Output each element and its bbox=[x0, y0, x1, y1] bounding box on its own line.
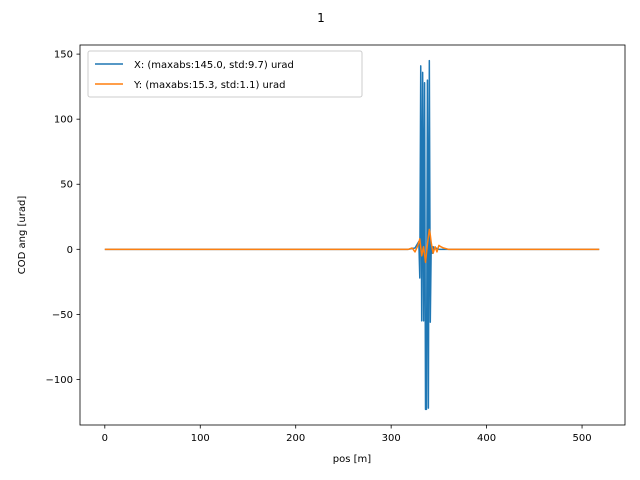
legend-label-x: X: (maxabs:145.0, std:9.7) urad bbox=[134, 60, 294, 71]
legend: X: (maxabs:145.0, std:9.7) urad Y: (maxa… bbox=[87, 50, 363, 98]
x-axis-ticks: 0 100 200 300 400 500 bbox=[102, 425, 592, 444]
chart-title: 1 bbox=[317, 11, 325, 25]
y-tick-label: 50 bbox=[60, 180, 73, 191]
y-axis-ticks: −100 −50 0 50 100 150 bbox=[46, 50, 80, 386]
y-tick-label: 100 bbox=[54, 115, 73, 126]
y-tick-label: −50 bbox=[52, 310, 73, 321]
series-line-1 bbox=[104, 228, 600, 264]
axes-frame bbox=[79, 44, 626, 426]
legend-frame bbox=[87, 50, 363, 98]
series-layer bbox=[104, 59, 600, 411]
plot-area bbox=[79, 44, 626, 426]
y-tick-label: −100 bbox=[46, 375, 73, 386]
y-axis-label: COD ang [urad] bbox=[17, 196, 28, 275]
legend-label-y: Y: (maxabs:15.3, std:1.1) urad bbox=[133, 80, 285, 91]
x-tick-label: 500 bbox=[573, 433, 592, 444]
y-tick-label: 150 bbox=[54, 50, 73, 61]
y-tick-label: 0 bbox=[67, 245, 73, 256]
x-axis-label: pos [m] bbox=[333, 454, 371, 465]
x-tick-label: 300 bbox=[382, 433, 401, 444]
x-tick-label: 200 bbox=[286, 433, 305, 444]
x-tick-label: 400 bbox=[477, 433, 496, 444]
x-tick-label: 100 bbox=[191, 433, 210, 444]
x-tick-label: 0 bbox=[102, 433, 108, 444]
